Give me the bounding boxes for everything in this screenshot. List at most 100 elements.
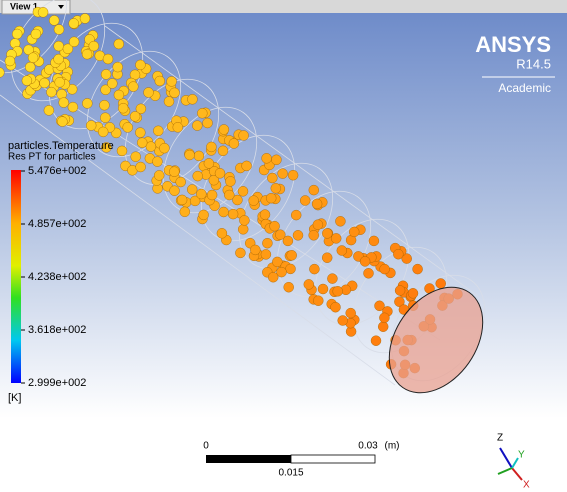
particle: [54, 25, 64, 35]
particle: [271, 183, 281, 193]
particle: [331, 233, 341, 243]
particle: [219, 207, 229, 217]
particle: [80, 14, 90, 24]
particle: [337, 246, 347, 256]
particle: [371, 336, 381, 346]
particle: [193, 171, 203, 181]
particle: [229, 139, 239, 149]
particle: [152, 157, 162, 167]
particle: [196, 189, 206, 199]
particle: [268, 272, 278, 282]
particle: [338, 316, 348, 326]
legend-label: 4.857e+002: [28, 218, 86, 230]
particle: [331, 302, 341, 312]
particle: [260, 210, 270, 220]
particle: [46, 87, 56, 97]
particle: [313, 220, 323, 230]
particle: [393, 249, 403, 259]
particle: [22, 76, 32, 86]
legend-label: 2.999e+002: [28, 377, 86, 389]
particle: [187, 94, 197, 104]
particle: [267, 173, 277, 183]
particle: [413, 264, 423, 274]
particle: [114, 39, 124, 49]
triad-x: X: [523, 480, 530, 491]
particle: [177, 195, 187, 205]
particle: [266, 193, 276, 203]
particle: [12, 29, 22, 39]
particle: [215, 168, 225, 178]
particle: [185, 150, 195, 160]
particle: [100, 113, 110, 123]
particle: [262, 153, 272, 163]
particle: [275, 230, 285, 240]
particle: [128, 82, 138, 92]
particle: [101, 69, 111, 79]
particle: [261, 249, 271, 259]
particle: [249, 196, 259, 206]
color-bar: [11, 170, 21, 383]
particle: [327, 274, 337, 284]
particle: [187, 185, 197, 195]
particle: [380, 264, 390, 274]
particle: [197, 108, 207, 118]
particle: [238, 186, 248, 196]
particle: [173, 122, 183, 132]
particle: [239, 131, 249, 141]
background: [0, 0, 567, 492]
particle: [86, 121, 96, 131]
particle: [55, 77, 65, 87]
particle: [360, 256, 370, 266]
particle: [28, 53, 38, 63]
particle: [38, 7, 48, 17]
particle: [69, 37, 79, 47]
particle: [89, 41, 99, 51]
particle: [135, 128, 145, 138]
particle: [164, 97, 174, 107]
logo-license: Academic: [498, 81, 551, 95]
particle: [270, 221, 280, 231]
particle: [318, 284, 328, 294]
particle: [291, 210, 301, 220]
particle: [59, 98, 69, 108]
particle: [49, 15, 59, 25]
particle: [131, 152, 141, 162]
scale-bar-black: [206, 455, 291, 463]
logo-brand: ANSYS: [475, 32, 551, 57]
particle: [180, 207, 190, 217]
scale-end: 0.03: [358, 441, 378, 452]
particle: [154, 170, 164, 180]
particle: [309, 230, 319, 240]
particle: [113, 62, 123, 72]
particle: [68, 102, 78, 112]
particle: [40, 78, 50, 88]
scale-bar-white: [291, 455, 375, 463]
particle: [379, 313, 389, 323]
particle: [239, 215, 249, 225]
particle: [176, 177, 186, 187]
logo-release: R14.5: [516, 56, 551, 71]
particle: [369, 236, 379, 246]
particle: [293, 230, 303, 240]
particle: [114, 90, 124, 100]
legend-subtitle: Res PT for particles: [8, 152, 96, 163]
particle: [322, 228, 332, 238]
scale-unit: (m): [385, 441, 400, 452]
particle: [203, 118, 213, 128]
particle: [346, 308, 356, 318]
triad-y: Y: [518, 450, 525, 461]
particle: [117, 146, 127, 156]
particle: [136, 162, 146, 172]
particle: [146, 142, 156, 152]
particle: [103, 54, 113, 64]
particle: [224, 190, 234, 200]
particle: [408, 288, 418, 298]
particle: [378, 322, 388, 332]
particle: [218, 146, 228, 156]
particle: [335, 216, 345, 226]
tab-bar: [0, 0, 567, 13]
particle: [206, 142, 216, 152]
particle: [82, 98, 92, 108]
particle: [107, 79, 117, 89]
particle: [333, 286, 343, 296]
